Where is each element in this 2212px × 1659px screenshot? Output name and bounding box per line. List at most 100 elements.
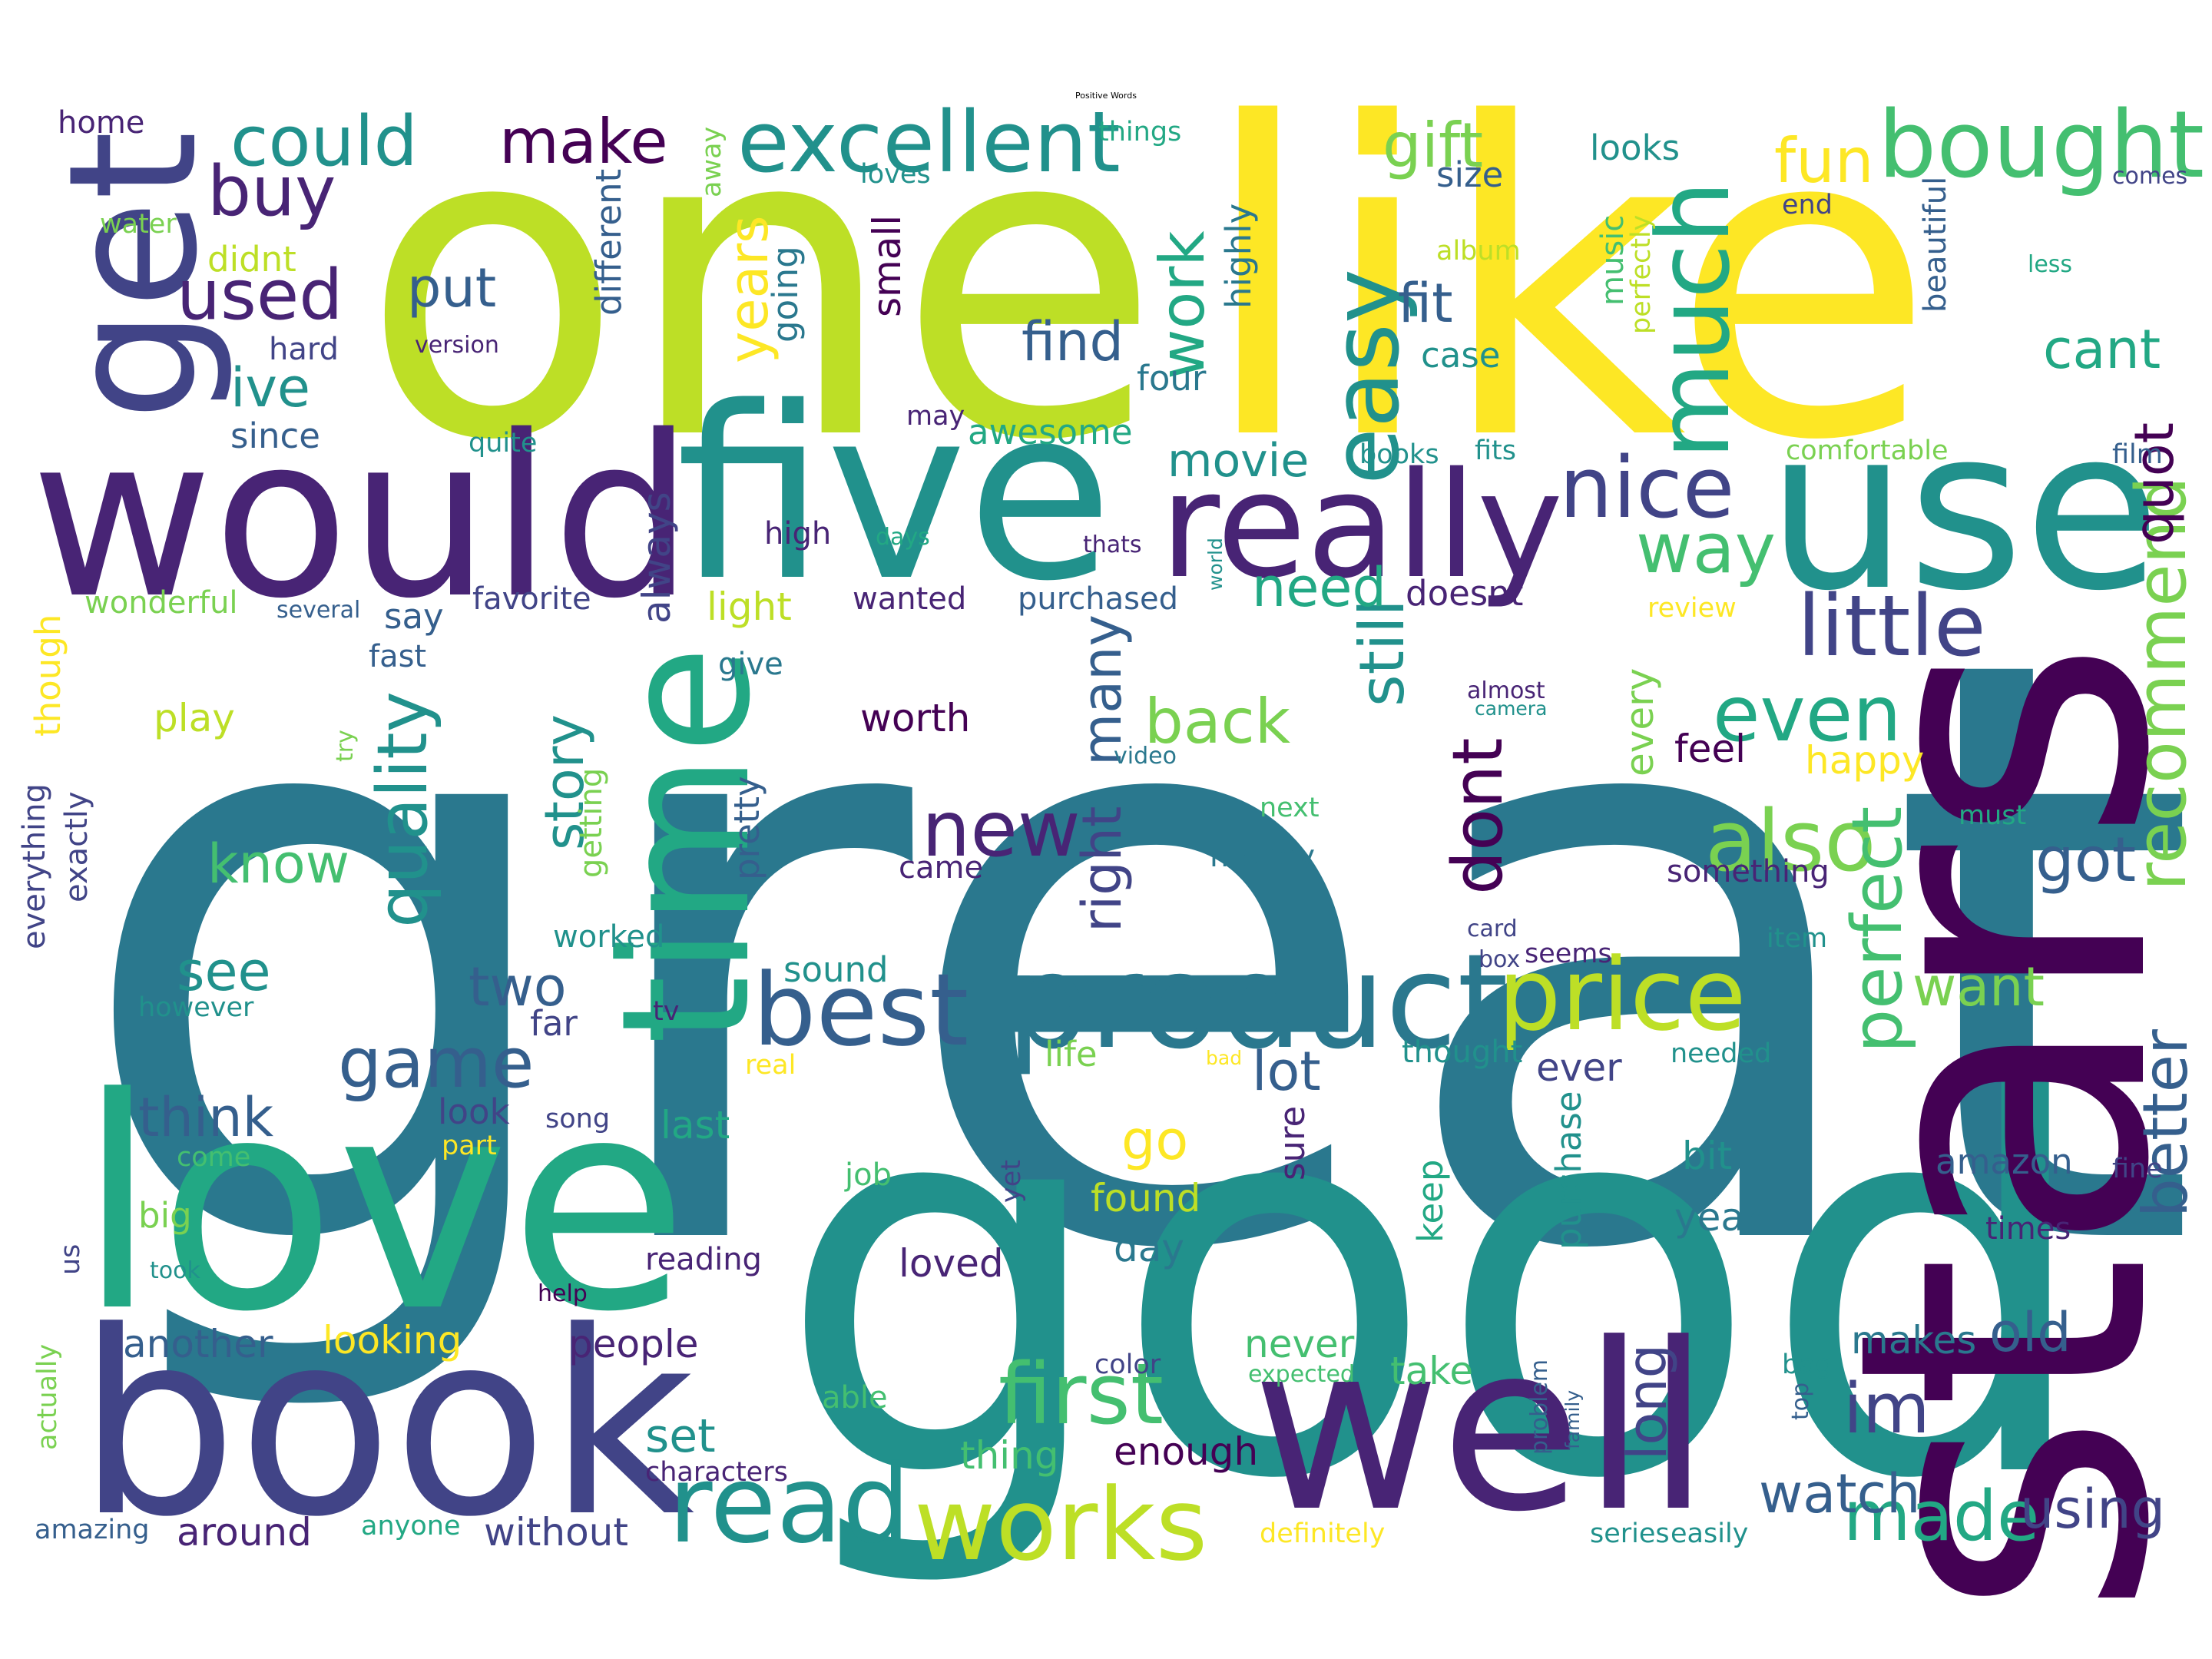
word-gift: gift (1382, 110, 1484, 181)
word-year: year (1674, 1195, 1760, 1240)
word-well: well (1252, 1294, 1710, 1562)
word-exactly: exactly (59, 790, 94, 902)
word-home: home (58, 105, 145, 141)
word-people: people (568, 1322, 699, 1366)
word-away: away (697, 126, 727, 198)
word-music: music (1595, 214, 1631, 306)
word-always: always (634, 491, 679, 624)
word-size: size (1436, 154, 1504, 195)
word-take: take (1390, 1349, 1474, 1393)
word-five: five (676, 356, 1114, 634)
word-books: books (1359, 439, 1439, 470)
word-though: though (28, 614, 68, 737)
word-tv: tv (653, 996, 680, 1027)
word-album: album (1436, 236, 1521, 267)
word-bag: bag (1782, 1349, 1833, 1380)
word-every: every (1618, 667, 1662, 777)
word-characters: characters (645, 1457, 788, 1488)
word-find: find (1022, 310, 1124, 373)
word-worth: worth (860, 696, 971, 740)
word-purchase: purchase (1548, 1090, 1589, 1250)
word-happy: happy (1805, 738, 1925, 783)
word-give: give (718, 647, 783, 682)
word-actually: actually (32, 1343, 63, 1451)
word-play: play (154, 696, 235, 740)
word-came: came (899, 850, 984, 886)
word-thing: thing (960, 1433, 1059, 1478)
word-highly: highly (1218, 203, 1259, 310)
word-seems: seems (1525, 939, 1612, 969)
word-almost: almost (1467, 677, 1545, 704)
word-yet: yet (996, 1159, 1027, 1203)
word-new: new (922, 784, 1081, 874)
word-may: may (906, 401, 965, 432)
word-job: job (845, 1157, 892, 1193)
word-us: us (55, 1243, 86, 1276)
word-getting: getting (574, 767, 609, 879)
word-two: two (469, 955, 567, 1018)
word-quite: quite (469, 428, 538, 459)
word-four: four (1137, 358, 1207, 399)
word-best: best (753, 952, 969, 1068)
word-amazing: amazing (35, 1515, 150, 1545)
word-found: found (1091, 1176, 1201, 1220)
word-movie: movie (1167, 434, 1310, 488)
word-make: make (499, 106, 668, 177)
word-looks: looks (1590, 127, 1681, 168)
word-like: like (1198, 34, 1936, 535)
word-must: must (1959, 800, 2027, 831)
word-quality: quality (363, 690, 443, 928)
word-works: works (914, 1466, 1208, 1583)
word-beautiful: beautiful (1918, 176, 1953, 313)
word-never: never (1244, 1322, 1355, 1366)
word-ever: ever (1536, 1045, 1622, 1090)
word-fit: fit (1398, 272, 1453, 335)
word-say: say (384, 596, 444, 637)
word-favorite: favorite (472, 581, 591, 617)
word-next: next (1260, 793, 1320, 823)
word-could: could (230, 101, 418, 182)
word-sound: sound (783, 949, 889, 990)
word-camera: camera (1475, 697, 1548, 720)
word-several: several (276, 597, 361, 624)
word-song: song (545, 1104, 611, 1134)
word-thought: thought (1402, 1035, 1523, 1070)
word-look: look (438, 1091, 510, 1132)
word-little: little (1797, 577, 1986, 675)
word-way: way (1636, 508, 1777, 589)
word-buy: buy (207, 151, 336, 232)
word-world: world (1204, 537, 1227, 591)
word-video: video (1114, 743, 1177, 770)
word-really: really (1160, 441, 1564, 611)
word-since: since (230, 416, 320, 456)
word-product: product (1006, 926, 1508, 1078)
word-perfect: perfect (1837, 806, 1918, 1054)
word-less: less (2028, 251, 2073, 278)
word-ive: ive (230, 356, 310, 419)
word-would: would (31, 389, 694, 647)
word-item: item (1767, 923, 1828, 954)
word-life: life (1045, 1034, 1098, 1075)
word-able: able (822, 1380, 888, 1416)
word-color: color (1094, 1349, 1161, 1380)
word-fits: fits (1475, 435, 1517, 466)
word-think: think (138, 1086, 274, 1149)
word-better: better (2130, 1029, 2201, 1217)
word-reading: reading (645, 1242, 762, 1277)
word-want: want (1912, 955, 2045, 1018)
word-definitely: definitely (1260, 1518, 1386, 1549)
word-good: good (776, 978, 2098, 1594)
word-times: times (1985, 1211, 2071, 1247)
word-fun: fun (1774, 125, 1874, 197)
word-real: real (745, 1050, 796, 1081)
word-right: right (1071, 806, 1134, 933)
word-light: light (707, 584, 792, 629)
word-read: read (668, 1442, 911, 1568)
word-come: come (177, 1142, 251, 1173)
word-far: far (530, 1003, 578, 1044)
word-game: game (338, 1023, 535, 1104)
word-feel: feel (1674, 727, 1747, 771)
word-first: first (998, 1345, 1164, 1443)
word-without: without (484, 1510, 628, 1555)
word-going: going (765, 245, 806, 343)
